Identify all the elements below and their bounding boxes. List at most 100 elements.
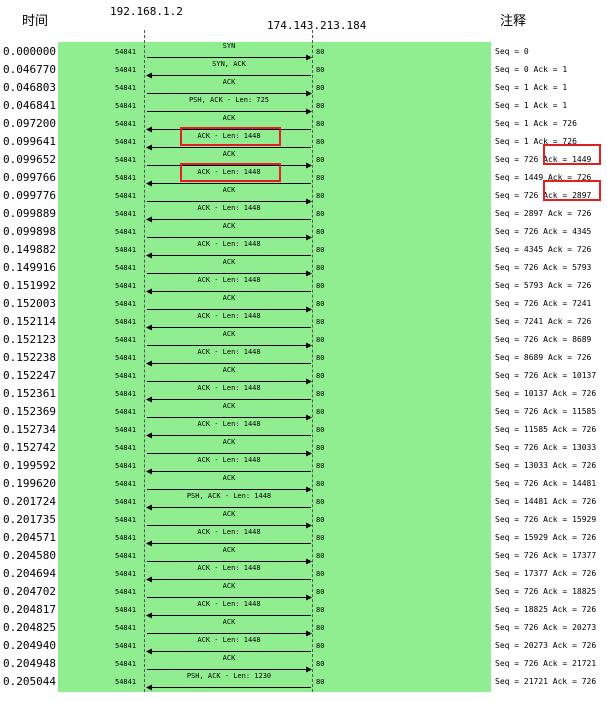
destination-port: 80 [316,660,325,668]
packet-row[interactable]: 0.099652 54841 ACK 80 Seq = 726 Ack = 1449 [0,144,607,169]
packet-row[interactable]: 0.204817 54841 ACK - Len: 1448 80 Seq = 1882… [0,600,607,619]
packet-row[interactable]: 0.201735 54841 ACK 80 Seq = 726 Ack = 15929 [0,510,607,529]
source-port: 54841 [115,408,137,416]
arrow-left-icon [146,684,311,691]
packet-row[interactable]: 0.204948 54841 ACK 80 Seq = 726 Ack = 21721 [0,654,607,673]
arrow-right-icon [147,522,312,529]
seq-ack-note: Seq = 726 Ack = 14481 [495,479,597,488]
packet-row[interactable]: 0.204825 54841 ACK 80 Seq = 726 Ack = 20273 [0,618,607,637]
packet-row[interactable]: 0.204694 54841 ACK - Len: 1448 80 Seq = 1737… [0,564,607,583]
packet-time: 0.204702 [3,585,56,598]
packet-time: 0.204940 [3,639,56,652]
packet-time: 0.199592 [3,459,56,472]
highlight-box [543,144,601,165]
packet-time: 0.046841 [3,99,56,112]
destination-port: 80 [316,498,325,506]
destination-port: 80 [316,174,325,182]
packet-time: 0.149882 [3,243,56,256]
destination-port: 80 [316,156,325,164]
destination-port: 80 [316,354,325,362]
packet-time: 0.099889 [3,207,56,220]
packet-row[interactable]: 0.149916 54841 ACK 80 Seq = 726 Ack = 5793 [0,258,607,277]
packet-row[interactable]: 0.099898 54841 ACK 80 Seq = 726 Ack = 4345 [0,222,607,241]
packet-row[interactable]: 0.149882 54841 ACK - Len: 1448 80 Seq = 4345… [0,240,607,259]
destination-port: 80 [316,678,325,686]
source-port: 54841 [115,390,137,398]
arrow-left-icon [146,324,311,331]
time-column-header: 时间 [22,14,49,29]
arrow-left-icon [146,288,311,295]
packet-row[interactable]: 0.152114 54841 ACK - Len: 1448 80 Seq = 7241… [0,312,607,331]
packet-label: ACK - Len: 1448 [197,168,261,176]
packet-row[interactable]: 0.099641 54841 ACK - Len: 1448 80 Seq = 1 Ac… [0,127,607,151]
arrow-right-icon [147,306,312,313]
packet-row[interactable]: 0.152123 54841 ACK 80 Seq = 726 Ack = 8689 [0,330,607,349]
destination-port: 80 [316,408,325,416]
seq-ack-note: Seq = 2897 Ack = 726 [495,209,592,218]
source-port: 54841 [115,282,137,290]
packet-row[interactable]: 0.152003 54841 ACK 80 Seq = 726 Ack = 7241 [0,294,607,313]
packet-label: ACK [222,258,236,266]
arrow-right-icon [147,234,312,241]
packet-row[interactable]: 0.152238 54841 ACK - Len: 1448 80 Seq = 8689… [0,348,607,367]
destination-port: 80 [316,210,325,218]
packet-row[interactable]: 0.204571 54841 ACK - Len: 1448 80 Seq = 1592… [0,528,607,547]
source-port: 54841 [115,372,137,380]
arrow-left-icon [146,216,311,223]
packet-row[interactable]: 0.152361 54841 ACK - Len: 1448 80 Seq = 1013… [0,384,607,403]
arrow-right-icon [147,594,312,601]
packet-row[interactable]: 0.152742 54841 ACK 80 Seq = 726 Ack = 13033 [0,438,607,457]
packet-label: ACK - Len: 1448 [197,636,261,644]
packet-row[interactable]: 0.099889 54841 ACK - Len: 1448 80 Seq = 2897… [0,204,607,223]
packet-label: PSH, ACK - Len: 1230 [186,672,272,680]
packet-row[interactable]: 0.099766 54841 ACK - Len: 1448 80 Seq = 1449… [0,163,607,187]
packet-time: 0.205044 [3,675,56,688]
seq-ack-note: Seq = 726 Ack = 5793 [495,263,592,272]
packet-row[interactable]: 0.199592 54841 ACK - Len: 1448 80 Seq = 1303… [0,456,607,475]
packet-row[interactable]: 0.205044 54841 PSH, ACK - Len: 1230 80 Seq =… [0,672,607,691]
source-port: 54841 [115,300,137,308]
packet-row[interactable]: 0.204702 54841 ACK 80 Seq = 726 Ack = 18825 [0,582,607,601]
source-port: 54841 [115,462,137,470]
source-port: 54841 [115,120,137,128]
packet-row[interactable]: 0.151992 54841 ACK - Len: 1448 80 Seq = 5793… [0,276,607,295]
source-port: 54841 [115,66,137,74]
packet-row[interactable]: 0.152247 54841 ACK 80 Seq = 726 Ack = 10137 [0,366,607,385]
highlight-box [180,163,281,182]
packet-row[interactable]: 0.097200 54841 ACK 80 Seq = 1 Ack = 726 [0,114,607,133]
packet-row[interactable]: 0.000000 54841 SYN 80 Seq = 0 [0,42,607,61]
source-port: 54841 [115,516,137,524]
packet-row[interactable]: 0.099776 54841 ACK 80 Seq = 726 Ack = 2897 [0,180,607,205]
packet-row[interactable]: 0.046770 54841 SYN, ACK 80 Seq = 0 Ack = 1 [0,60,607,79]
packet-time: 0.046803 [3,81,56,94]
packet-row[interactable]: 0.046803 54841 ACK 80 Seq = 1 Ack = 1 [0,78,607,97]
destination-port: 80 [316,426,325,434]
packet-row[interactable]: 0.204940 54841 ACK - Len: 1448 80 Seq = 2027… [0,636,607,655]
packet-time: 0.152742 [3,441,56,454]
packet-label: ACK [222,114,236,122]
arrow-right-icon [147,270,312,277]
seq-ack-note: Seq = 726 Ack = 13033 [495,443,597,452]
packet-row[interactable]: 0.152734 54841 ACK - Len: 1448 80 Seq = 1158… [0,420,607,439]
destination-port: 80 [316,228,325,236]
client-ip-header: 192.168.1.2 [110,5,183,18]
packet-label: ACK - Len: 1448 [197,528,261,536]
packet-row[interactable]: 0.152369 54841 ACK 80 Seq = 726 Ack = 11585 [0,402,607,421]
packet-row[interactable]: 0.201724 54841 PSH, ACK - Len: 1448 80 Seq =… [0,492,607,511]
packet-time: 0.204694 [3,567,56,580]
packet-label: ACK - Len: 1448 [197,348,261,356]
packet-label: ACK - Len: 1448 [197,600,261,608]
arrow-right-icon [147,108,312,115]
destination-port: 80 [316,570,325,578]
seq-ack-note: Seq = 726 Ack = 7241 [495,299,592,308]
packet-row[interactable]: 0.046841 54841 PSH, ACK - Len: 725 80 Seq = … [0,96,607,115]
packet-row[interactable]: 0.204580 54841 ACK 80 Seq = 726 Ack = 17377 [0,546,607,565]
packet-row[interactable]: 0.199620 54841 ACK 80 Seq = 726 Ack = 14481 [0,474,607,493]
packet-label: ACK - Len: 1448 [197,240,261,248]
destination-port: 80 [316,84,325,92]
packet-time: 0.152734 [3,423,56,436]
arrow-right-icon [147,198,312,205]
packet-label: ACK [222,474,236,482]
destination-port: 80 [316,66,325,74]
seq-ack-note: Seq = 1 Ack = 1 [495,83,568,92]
